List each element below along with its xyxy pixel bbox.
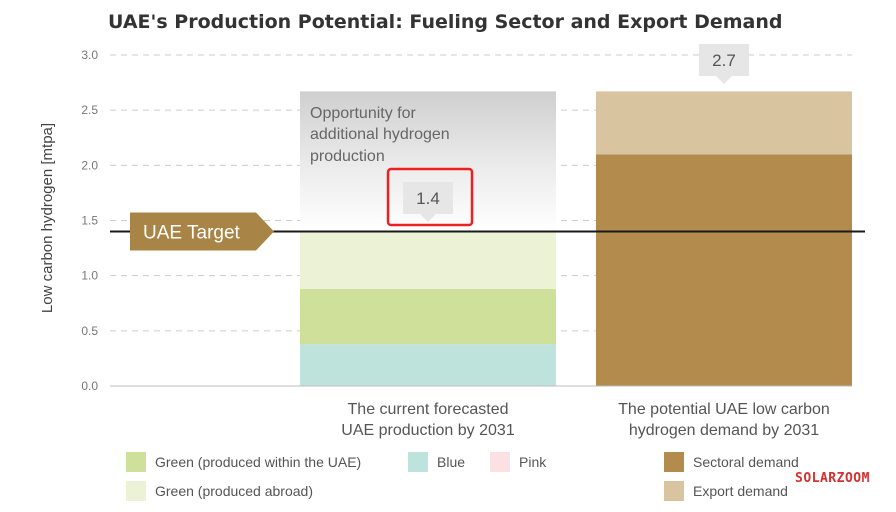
callout-box [403,182,453,222]
total-callouts: 1.4 2.7 [386,44,749,227]
legend-entry: Blue [437,454,465,470]
opportunity-label-line: Opportunity for [310,105,417,122]
bar-segment [300,231,556,289]
y-tick-label: 0.0 [81,379,98,393]
callout-box [699,44,749,84]
y-tick-label: 1.5 [81,214,98,228]
legend-entry: Green (produced abroad) [155,483,313,499]
bar-segment [596,154,852,386]
legend-entry: Export demand [693,483,788,499]
legend-entry: Sectoral demand [693,454,799,470]
legend-swatch [126,452,146,472]
bar-segment [596,91,852,155]
legend-swatch [664,452,684,472]
target-label: UAE Target [143,223,241,244]
opportunity-label: Opportunity for additional hydrogen prod… [310,105,450,165]
legend-swatch [490,452,510,472]
legend: Green (produced within the UAE) Blue Pink G… [126,452,799,501]
category-labels: The current forecasted UAE production by … [341,401,830,439]
callout-value: 2.7 [712,51,736,70]
y-tick-label: 0.5 [81,324,98,338]
y-tick-label: 1.0 [81,269,98,283]
target-tag: UAE Target [130,212,274,251]
bar-segment [300,288,556,345]
category-label: hydrogen demand by 2031 [629,422,819,439]
opportunity-label-line: additional hydrogen [310,126,450,143]
y-tick-label: 2.5 [81,103,98,117]
callout-value: 1.4 [416,189,440,208]
highlight-box [386,167,474,227]
category-label: UAE production by 2031 [341,422,515,439]
opportunity-label-line: production [310,148,385,165]
y-tick-labels: 0.0 0.5 1.0 1.5 2.0 2.5 3.0 [81,48,98,393]
legend-entry: Pink [519,454,547,470]
y-tick-label: 2.0 [81,158,98,172]
chart-title: UAE's Production Potential: Fueling Sect… [108,11,783,33]
target-tag-shape [130,212,274,251]
legend-swatch [126,481,146,501]
y-axis-label: Low carbon hydrogen [mtpa] [39,123,56,313]
legend-swatch [408,452,428,472]
bars [300,91,852,386]
category-label: The current forecasted [348,401,509,418]
bar-segment [300,344,556,386]
category-label: The potential UAE low carbon [618,401,830,418]
legend-swatch [664,481,684,501]
legend-entry: Green (produced within the UAE) [155,454,361,470]
watermark: SOLARZOOM [795,471,870,486]
y-tick-label: 3.0 [81,48,98,62]
